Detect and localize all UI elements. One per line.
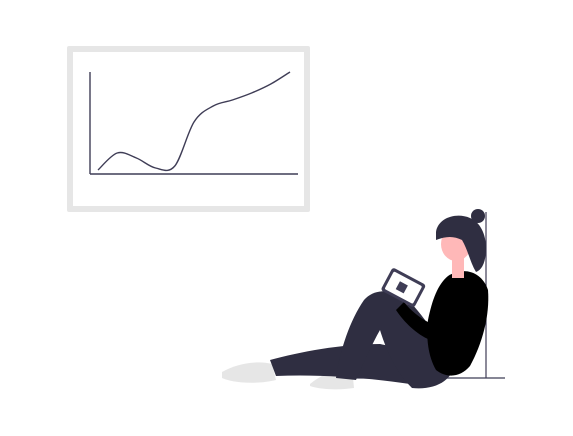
chart-axes — [89, 72, 298, 175]
arm — [396, 290, 462, 340]
left-shoe — [222, 362, 276, 383]
person-illustration-icon — [222, 209, 489, 390]
chart-series-line-path — [97, 71, 291, 172]
chart-series-line — [97, 71, 291, 172]
shirt — [427, 271, 489, 376]
front-leg — [336, 291, 452, 389]
neck — [452, 258, 464, 278]
chart-frame-icon — [67, 46, 310, 212]
phone-icon — [381, 268, 426, 307]
hair — [436, 215, 486, 272]
hair-bun — [471, 209, 485, 223]
